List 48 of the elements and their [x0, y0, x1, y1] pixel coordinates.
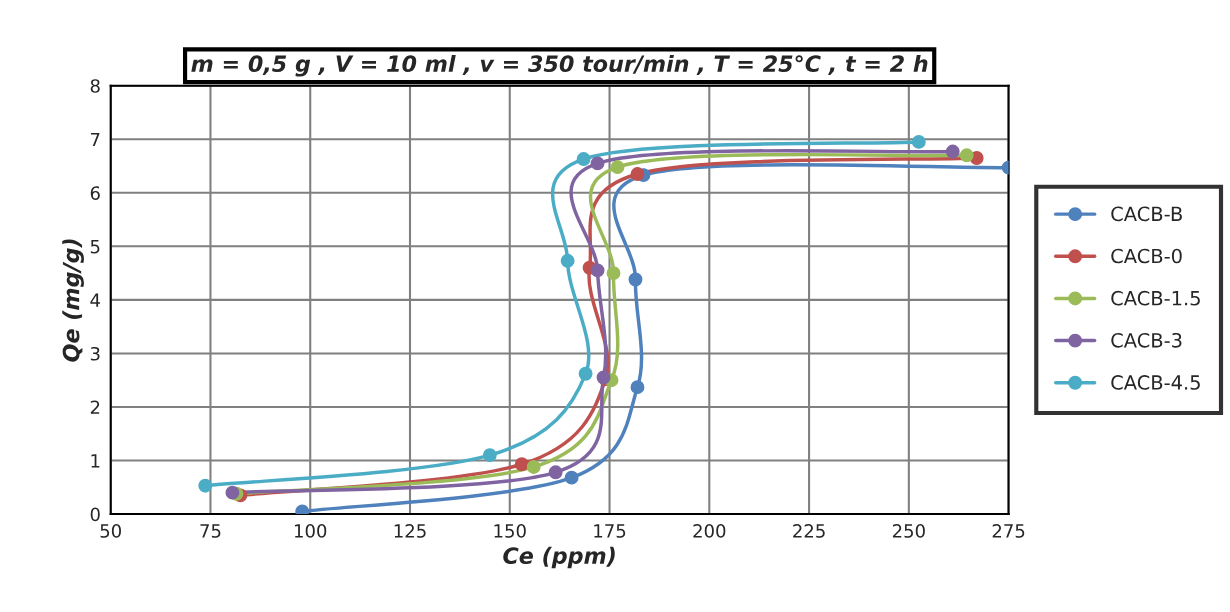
point [295, 504, 310, 515]
x-tick-label: 250 [892, 524, 925, 538]
legend-label: CACB-4.5 [1111, 375, 1200, 390]
legend-label: CACB-0 [1111, 248, 1182, 264]
x-tick-label: 75 [200, 524, 221, 538]
y-tick-label: 3 [90, 346, 100, 361]
point [630, 380, 645, 395]
y-tick-label: 4 [90, 293, 100, 307]
y-tick-label: 8 [90, 79, 100, 93]
x-tick-label: 50 [100, 524, 121, 538]
point [198, 478, 213, 493]
point [548, 465, 563, 480]
point [560, 253, 575, 268]
point [945, 144, 960, 159]
point [514, 457, 529, 472]
chart-title: m = 0,5 g , V = 10 ml , v = 350 tour/min , T = 25°C , t = 2 h [191, 54, 928, 77]
y-axis-title: Qe (mg/g) [62, 239, 84, 362]
point [526, 460, 541, 474]
y-tick-label: 6 [90, 186, 100, 200]
x-tick-label: 225 [793, 524, 825, 538]
point [911, 134, 926, 149]
point [576, 152, 591, 166]
point [610, 160, 625, 175]
point [590, 156, 605, 171]
y-tick-label: 0 [90, 507, 100, 522]
y-tick-label: 5 [90, 240, 100, 254]
x-tick-label: 150 [494, 524, 526, 538]
point [606, 266, 621, 281]
y-tick-label: 7 [90, 132, 100, 147]
point [630, 167, 645, 181]
point [628, 272, 643, 287]
point [225, 485, 240, 500]
x-tick-label: 200 [693, 524, 726, 538]
point [564, 470, 579, 485]
x-tick-label: 275 [992, 524, 1025, 538]
y-tick-label: 1 [91, 454, 100, 468]
point [482, 448, 497, 463]
point [959, 148, 974, 163]
point [590, 263, 605, 278]
x-tick-label: 125 [394, 524, 426, 538]
x-tick-label: 175 [594, 524, 626, 538]
point [578, 366, 593, 381]
x-axis-title: Ce (ppm) [503, 546, 615, 569]
y-tick-label: 2 [90, 400, 100, 414]
legend-label: CACB-3 [1111, 332, 1182, 348]
x-tick-label: 100 [294, 524, 327, 538]
legend-label: CACB-B [1111, 206, 1182, 222]
legend-label: CACB-1.5 [1111, 290, 1200, 306]
